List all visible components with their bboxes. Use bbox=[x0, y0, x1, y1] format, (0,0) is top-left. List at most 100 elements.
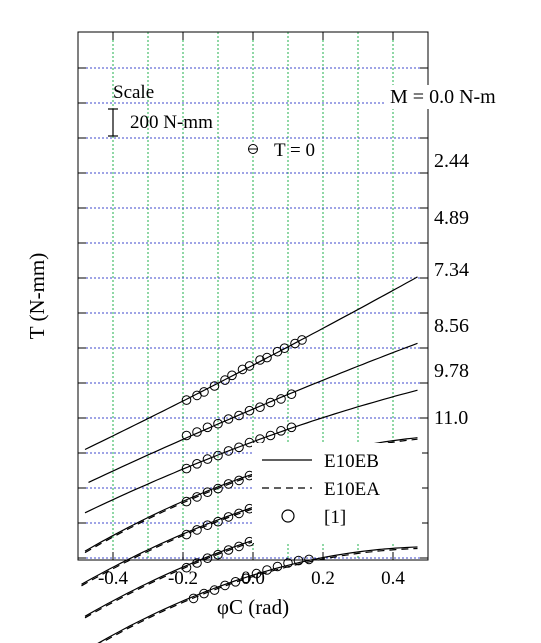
legend-label-e10ea: E10EA bbox=[324, 479, 380, 500]
moment-label-bg bbox=[386, 85, 534, 109]
data-point bbox=[244, 361, 255, 371]
data-point bbox=[286, 389, 297, 400]
moment-label: 8.56 bbox=[434, 315, 469, 337]
data-point bbox=[181, 562, 192, 573]
data-point bbox=[265, 430, 276, 441]
moment-label-bg bbox=[430, 406, 486, 430]
data-point bbox=[244, 437, 255, 448]
series-curve-solid bbox=[97, 546, 418, 643]
data-point bbox=[223, 512, 234, 522]
data-point bbox=[223, 414, 234, 424]
series-curve-solid bbox=[88, 342, 418, 483]
zero-marker-label: T = 0 bbox=[274, 140, 315, 161]
data-point bbox=[272, 561, 283, 572]
series-curve-solid bbox=[84, 276, 418, 451]
data-point bbox=[279, 343, 290, 354]
moment-label: 4.89 bbox=[434, 207, 469, 229]
x-tick-label: -0.4 bbox=[98, 568, 129, 589]
data-point bbox=[213, 516, 223, 527]
moment-label-bg bbox=[430, 149, 486, 173]
data-point bbox=[286, 422, 297, 433]
data-point bbox=[192, 492, 202, 502]
data-point bbox=[192, 459, 202, 469]
series-curve-dashed bbox=[84, 438, 418, 554]
data-point bbox=[255, 355, 265, 365]
moment-label-bg bbox=[430, 314, 486, 338]
data-point bbox=[202, 454, 213, 464]
x-tick-label: 0.2 bbox=[311, 568, 335, 589]
moment-label-bg bbox=[430, 258, 486, 282]
data-point bbox=[230, 577, 241, 587]
data-point bbox=[199, 588, 209, 599]
data-point bbox=[223, 446, 234, 456]
data-point bbox=[283, 558, 293, 568]
data-point bbox=[213, 549, 223, 560]
data-point bbox=[223, 479, 234, 489]
x-tick-label: -0.2 bbox=[168, 568, 198, 589]
moment-label: 2.44 bbox=[434, 150, 469, 172]
data-point bbox=[192, 525, 202, 535]
scale-bar: Scale 200 N-mm bbox=[108, 82, 213, 137]
x-axis-label: φC (rad) bbox=[217, 595, 289, 619]
legend-label-ref1: [1] bbox=[324, 507, 346, 528]
data-point bbox=[188, 593, 199, 604]
data-point bbox=[220, 375, 230, 385]
data-point bbox=[199, 387, 209, 397]
data-point bbox=[181, 463, 192, 474]
data-point bbox=[244, 405, 255, 416]
legend: E10EB E10EA [1] bbox=[252, 443, 422, 543]
data-point bbox=[251, 568, 262, 579]
data-point bbox=[209, 585, 220, 595]
data-point bbox=[181, 529, 192, 540]
data-point bbox=[234, 410, 244, 421]
scale-bar-label: 200 N-mm bbox=[130, 112, 213, 133]
legend-circle-marker bbox=[281, 509, 295, 523]
data-point bbox=[213, 418, 223, 429]
data-point bbox=[213, 450, 223, 461]
data-point bbox=[202, 553, 213, 564]
moment-label: 7.34 bbox=[434, 259, 469, 281]
moment-label-bg bbox=[430, 206, 486, 230]
moment-label: M = 0.0 N-m bbox=[390, 86, 496, 108]
data-point bbox=[202, 487, 213, 498]
data-point bbox=[265, 397, 276, 408]
series-curve-dashed bbox=[100, 547, 418, 643]
data-point bbox=[202, 520, 213, 531]
vertical-gridlines bbox=[112, 32, 394, 560]
data-point bbox=[293, 555, 304, 566]
data-point bbox=[241, 573, 251, 584]
data-point bbox=[276, 394, 286, 404]
data-point bbox=[202, 422, 213, 433]
data-point bbox=[304, 554, 314, 565]
data-point bbox=[234, 508, 244, 519]
data-point bbox=[181, 496, 192, 507]
data-point bbox=[234, 442, 244, 453]
data-point bbox=[181, 430, 192, 441]
data-point bbox=[276, 426, 286, 436]
moment-labels: M = 0.0 N-m 2.44 4.89 7.34 8.56 9.78 11.0 bbox=[386, 85, 534, 430]
moment-label: 9.78 bbox=[434, 360, 469, 382]
data-point bbox=[223, 545, 234, 555]
data-point bbox=[227, 370, 237, 381]
zero-marker: T = 0 bbox=[248, 140, 315, 161]
y-axis-label: T (N-mm) bbox=[25, 253, 49, 340]
series-curve-dashed bbox=[84, 506, 418, 619]
data-point bbox=[262, 352, 272, 363]
data-point bbox=[262, 565, 272, 575]
moment-label-bg bbox=[430, 359, 486, 383]
scale-title: Scale bbox=[113, 82, 154, 103]
data-point bbox=[234, 541, 244, 552]
data-point bbox=[209, 381, 220, 391]
data-point bbox=[192, 427, 202, 437]
moment-label: 11.0 bbox=[434, 407, 468, 429]
data-point bbox=[297, 335, 307, 345]
series-curve-solid bbox=[84, 389, 418, 514]
data-point bbox=[255, 402, 265, 413]
x-tick-label: 0.4 bbox=[381, 568, 405, 589]
data-point bbox=[213, 483, 223, 494]
data-point bbox=[192, 558, 202, 568]
legend-label-e10eb: E10EB bbox=[324, 451, 379, 472]
data-point bbox=[181, 395, 192, 405]
data-point bbox=[220, 580, 230, 591]
